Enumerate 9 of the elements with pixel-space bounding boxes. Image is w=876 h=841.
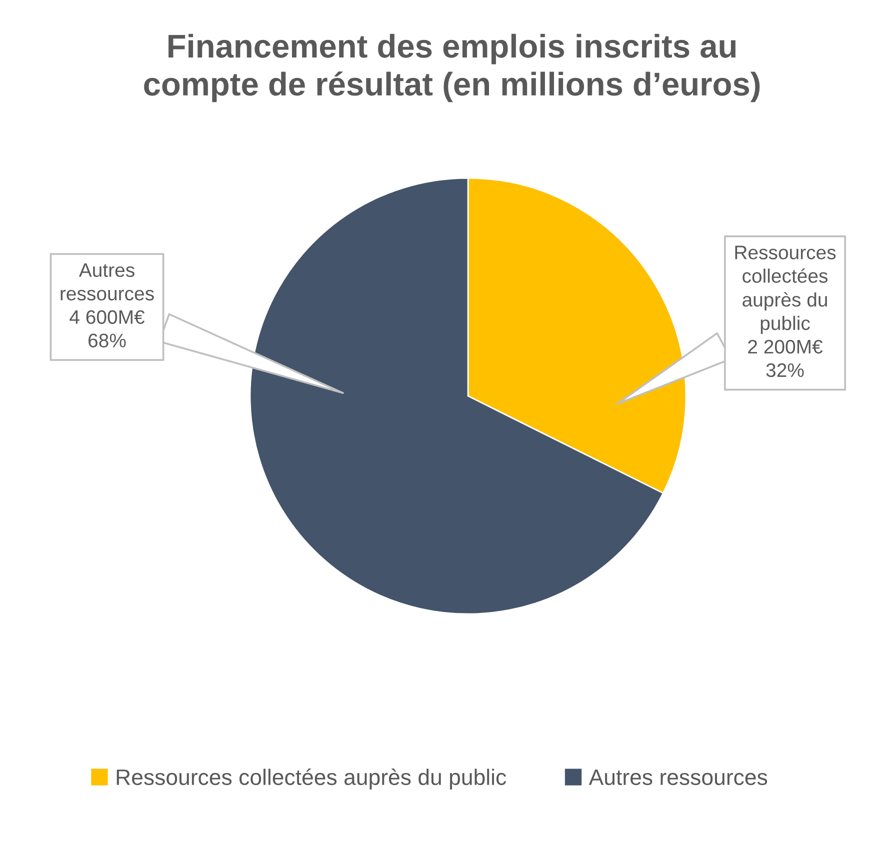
text: 32% xyxy=(766,363,804,378)
slice-label: Autres ressources xyxy=(60,263,154,300)
data-label: 4 600M€ xyxy=(70,310,145,324)
chart-title: Financement des emplois inscrits au compte de résultat (en millions d’euros) xyxy=(144,34,760,102)
legend-label: Autres ressources xyxy=(588,770,768,786)
legend-label: Ressources collectées auprès du public xyxy=(116,768,506,790)
text: 68% xyxy=(88,334,126,348)
slice-label: Ressources collectées auprès du public xyxy=(735,246,836,334)
data-label: 2 200M€ xyxy=(748,340,823,354)
